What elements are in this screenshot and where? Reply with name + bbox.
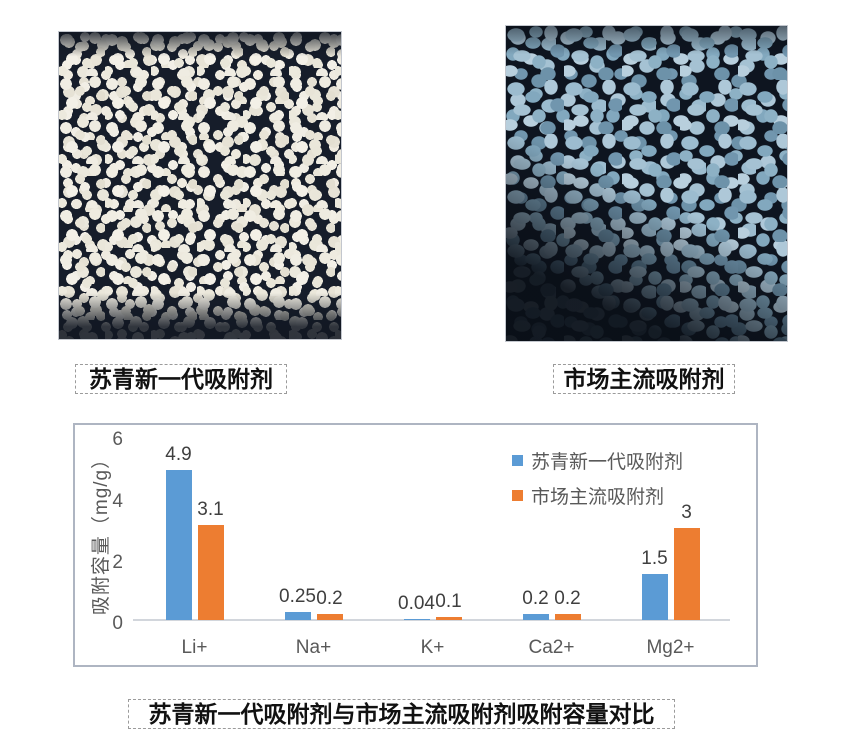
chart-legend: 苏青新一代吸附剂 市场主流吸附剂 — [512, 447, 683, 517]
value-label-K+-series-1: 0.1 — [435, 590, 462, 612]
bar-Li+-series-1 — [197, 525, 224, 620]
bar-Li+-series-0 — [165, 470, 192, 620]
y-tick-label: 4 — [112, 490, 123, 512]
value-label-Mg2+-series-1: 3 — [681, 502, 692, 524]
value-label-Na+-series-1: 0.2 — [316, 587, 343, 609]
bar-K+-series-0 — [403, 618, 430, 620]
x-axis-line — [133, 619, 730, 621]
y-tick-label: 2 — [112, 551, 123, 573]
category-label-Na+: Na+ — [295, 637, 332, 658]
value-label-K+-series-0: 0.04 — [398, 592, 435, 614]
category-label-K+: K+ — [420, 637, 445, 658]
photo-new-adsorbent — [58, 31, 342, 340]
bar-Mg2+-series-0 — [641, 574, 668, 620]
bar-Ca2+-series-0 — [522, 613, 549, 620]
photo-market-adsorbent — [505, 25, 788, 342]
value-label-Li+-series-0: 4.9 — [165, 444, 192, 466]
legend-label: 市场主流吸附剂 — [531, 487, 665, 508]
blue-granules-image — [506, 26, 787, 341]
category-label-Ca2+: Ca2+ — [528, 637, 575, 658]
y-tick-label: 0 — [112, 613, 123, 634]
bar-chart: 吸附容量（mg/g） 苏青新一代吸附剂 市场主流吸附剂 0 2 4 6 4.9 3.1 Li… — [73, 423, 758, 667]
label-market-adsorbent: 市场主流吸附剂 — [553, 364, 735, 394]
bar-Na+-series-0 — [284, 612, 311, 620]
legend-swatch-orange — [512, 490, 523, 501]
legend-label: 苏青新一代吸附剂 — [531, 452, 684, 473]
white-beads-image — [59, 32, 341, 339]
legend-swatch-blue — [512, 455, 523, 466]
y-axis-label: 吸附容量（mg/g） — [91, 448, 112, 616]
category-label-Mg2+: Mg2+ — [646, 637, 695, 658]
y-tick-label: 6 — [112, 429, 123, 451]
bar-Na+-series-1 — [316, 613, 343, 620]
value-label-Ca2+-series-1: 0.2 — [554, 587, 581, 609]
chart-caption: 苏青新一代吸附剂与市场主流吸附剂吸附容量对比 — [128, 699, 675, 729]
bar-K+-series-1 — [435, 616, 462, 620]
value-label-Mg2+-series-0: 1.5 — [641, 548, 668, 570]
value-label-Ca2+-series-0: 0.2 — [522, 587, 549, 609]
label-new-adsorbent: 苏青新一代吸附剂 — [75, 364, 287, 394]
category-label-Li+: Li+ — [181, 637, 208, 658]
legend-item-series-0: 苏青新一代吸附剂 — [512, 447, 683, 474]
bar-Ca2+-series-1 — [554, 613, 581, 620]
value-label-Na+-series-0: 0.25 — [279, 586, 316, 608]
bar-Mg2+-series-1 — [673, 528, 700, 620]
legend-item-series-1: 市场主流吸附剂 — [512, 482, 683, 509]
value-label-Li+-series-1: 3.1 — [197, 499, 224, 521]
